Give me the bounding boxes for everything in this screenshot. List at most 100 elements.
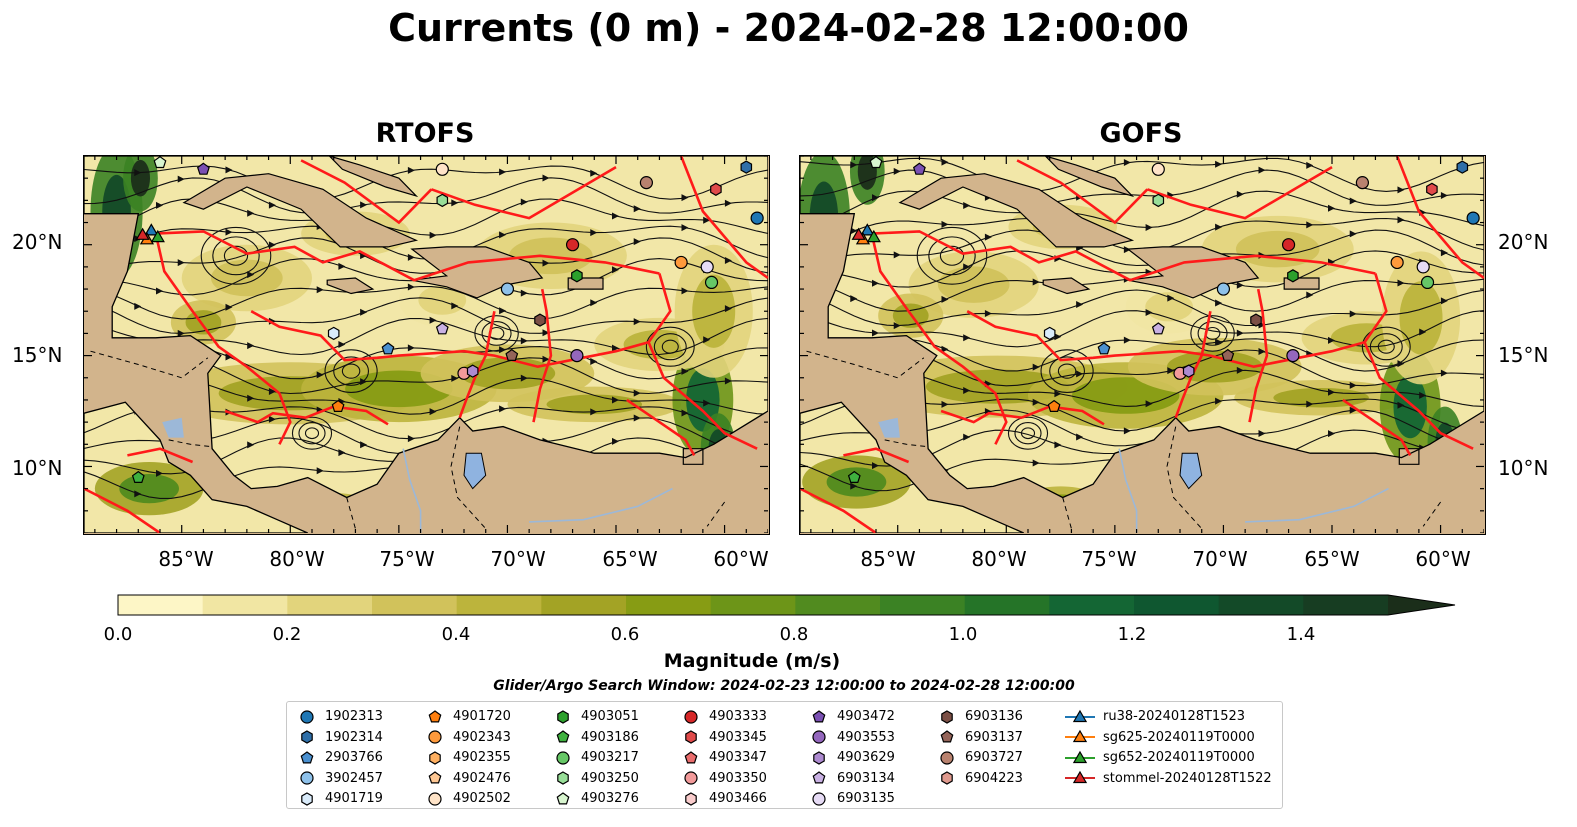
rtofs-lake-nicaragua [162, 417, 184, 438]
gofs-eez-line [1174, 310, 1212, 419]
rtofs-eddy-streamline [661, 339, 679, 354]
gofs-stream-arrow [941, 400, 949, 408]
gofs-stream-arrow [963, 201, 971, 209]
legend-marker-icon [301, 791, 313, 806]
rtofs-speed-contour [708, 429, 728, 469]
rtofs-stream-arrow [268, 415, 276, 423]
rtofs-stream-arrow [703, 452, 711, 460]
lon-tick-60w-left: 60°W [713, 547, 769, 571]
rtofs-stream-arrow [177, 329, 185, 337]
rtofs-stream-arrow [681, 194, 689, 202]
rtofs-eez-line [626, 398, 696, 457]
gofs-float-2903766 [1097, 342, 1111, 355]
rtofs-stream-arrow [542, 259, 550, 267]
gofs-float-1902313 [1466, 211, 1480, 225]
legend-label: 4901720 [453, 709, 511, 724]
gofs-stream-arrow [1215, 397, 1223, 405]
gofs-stream-arrow [1032, 278, 1040, 286]
gofs-eddy-streamline [916, 226, 988, 285]
legend-marker-icon [556, 730, 570, 743]
rtofs-glider-sg652 [150, 229, 165, 243]
rtofs-map-canvas [84, 156, 768, 533]
rtofs-stream-arrow [407, 435, 415, 443]
gofs-stream-arrow [1306, 400, 1314, 408]
legend-label: 6904223 [965, 770, 1023, 786]
gofs-stream-arrow [1236, 281, 1244, 289]
gofs-stream-arrow [1032, 363, 1040, 371]
gofs-float-4901719 [1043, 326, 1056, 341]
gofs-float-4903186 [847, 470, 861, 483]
rtofs-float-4903472 [196, 162, 210, 175]
rtofs-stream-arrow [177, 354, 185, 362]
gofs-eddy-streamline [1049, 356, 1086, 386]
gofs-glider-sg652 [866, 229, 881, 243]
rtofs-stream-arrow [429, 316, 437, 324]
legend-item-stommel: stommel-20240128T1522 [1065, 768, 1272, 789]
rtofs-lake-maracaibo [463, 452, 487, 490]
rtofs-speed-contour [130, 159, 151, 197]
legend-marker-icon [556, 750, 570, 765]
gofs-float-4903051 [1287, 269, 1299, 283]
rtofs-frame-ticks [84, 156, 768, 533]
gofs-speed-contour [800, 156, 850, 285]
rtofs-streamline [84, 165, 768, 200]
colorbar-extend-arrow [1388, 595, 1455, 615]
legend-label: 6903134 [837, 770, 895, 786]
cb-tick-0-0: 0.0 [103, 624, 133, 645]
rtofs-stream-arrow [338, 262, 346, 270]
gofs-map-canvas [800, 156, 1484, 533]
legend-label: 4903186 [581, 729, 639, 745]
gofs-island-bahamas [1044, 156, 1135, 198]
gofs-float-1902314 [1456, 160, 1469, 174]
legend-label: stommel-20240128T1522 [1103, 770, 1272, 786]
gofs-stream-arrow [1419, 391, 1427, 399]
gofs-stream-arrow [872, 194, 879, 202]
gofs-stream-arrow [1306, 291, 1314, 299]
gofs-speed-contour [1399, 281, 1443, 355]
rtofs-stream-arrow [360, 441, 368, 449]
gofs-float-6903727 [1355, 176, 1370, 190]
legend-label: 6903136 [965, 709, 1023, 724]
gofs-stream-arrow [893, 322, 901, 330]
cb-tick-1-2: 1.2 [1117, 624, 1147, 645]
lon-tick-70w-right: 70°W [1192, 547, 1248, 571]
rtofs-stream-arrow [316, 467, 324, 475]
gofs-stream-arrow [1349, 310, 1357, 318]
legend-marker-icon [301, 730, 313, 744]
gofs-speed-contour [1393, 374, 1427, 439]
legend-item-1902314: 1902314 [297, 727, 383, 748]
rtofs-streamline [84, 297, 768, 334]
rtofs-stream-arrow [542, 329, 550, 337]
gofs-stream-arrow [1419, 328, 1427, 336]
legend-item-sg625: sg625-20240119T0000 [1065, 727, 1255, 748]
rtofs-streamline [84, 237, 768, 274]
gofs-float-6903135 [1416, 260, 1430, 274]
rtofs-float-6903136 [534, 313, 546, 327]
rtofs-eddy-streamline [298, 422, 326, 445]
legend-item-4903345: 4903345 [681, 727, 767, 748]
gofs-float-4903472 [912, 162, 926, 175]
colorbar-band [372, 595, 458, 615]
legend-marker-icon [684, 771, 698, 785]
rtofs-stream-arrow [156, 287, 163, 295]
gofs-float-3902457 [1216, 282, 1231, 296]
legend-marker-icon [813, 750, 825, 765]
rtofs-stream-arrow [429, 408, 437, 416]
gofs-eez-line [1395, 156, 1484, 280]
rtofs-eez-boundaries [84, 156, 768, 533]
rtofs-glider-stommel [135, 227, 150, 240]
gofs-stream-arrow [941, 158, 949, 166]
gofs-stream-arrow [1440, 437, 1448, 445]
gofs-float-4903553 [1286, 348, 1300, 363]
rtofs-stream-arrow [499, 493, 507, 501]
rtofs-stream-arrow [225, 474, 233, 482]
rtofs-eez-line [154, 233, 292, 445]
legend-item-4903629: 4903629 [809, 747, 895, 768]
gofs-streamline [800, 250, 1484, 288]
rtofs-eez-line [250, 310, 649, 369]
rtofs-float-4903186 [131, 470, 145, 483]
cb-tick-0-8: 0.8 [779, 624, 809, 645]
rtofs-float-4901719 [327, 326, 340, 341]
rtofs-stream-arrow [134, 302, 142, 310]
colorbar-band [880, 595, 966, 615]
